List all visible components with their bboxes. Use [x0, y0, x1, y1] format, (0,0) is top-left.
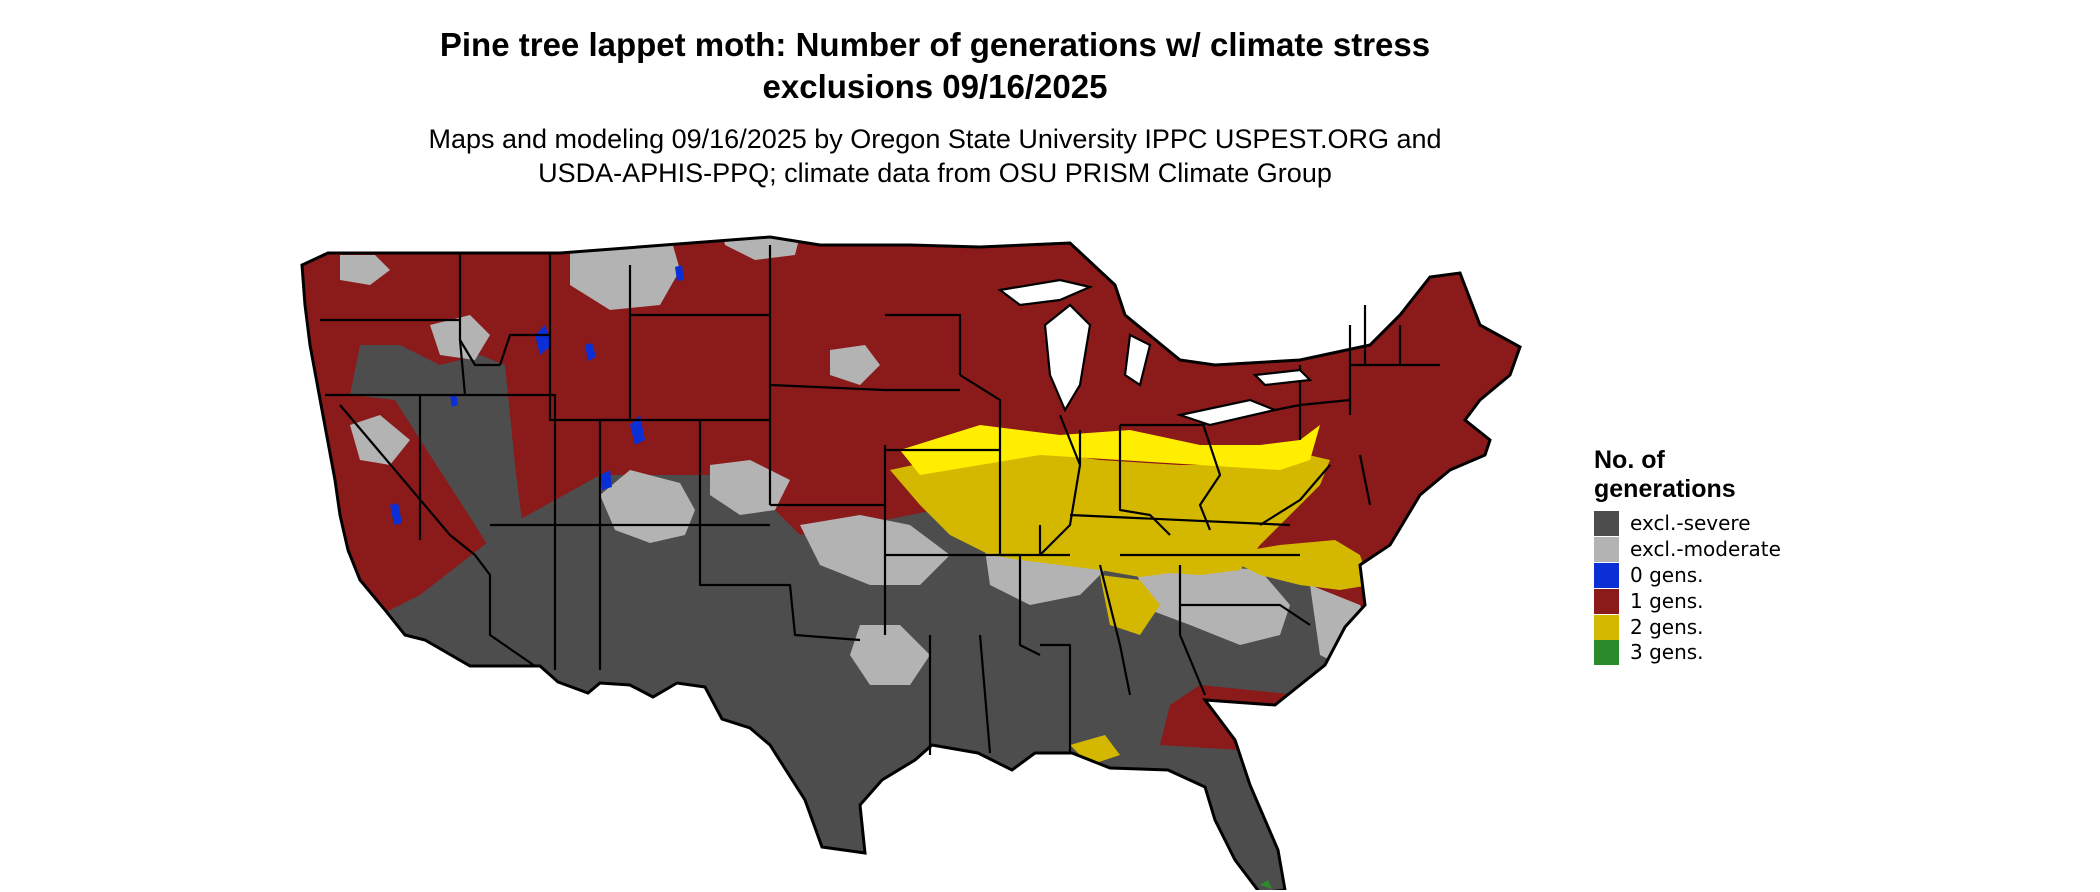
legend-item: excl.-severe	[1594, 511, 1781, 537]
legend-item: 2 gens.	[1594, 614, 1781, 640]
legend-item: excl.-moderate	[1594, 537, 1781, 563]
legend-label: 2 gens.	[1630, 614, 1704, 639]
legend-swatch	[1594, 640, 1619, 666]
legend-swatch	[1594, 511, 1619, 537]
us-generations-map	[300, 235, 1522, 890]
map-legend: No. of generations excl.-severe excl.-mod…	[1594, 446, 1781, 666]
legend-swatch	[1594, 588, 1619, 614]
map-title: Pine tree lappet moth: Number of generat…	[0, 24, 1870, 108]
legend-item: 1 gens.	[1594, 588, 1781, 614]
legend-swatch	[1594, 537, 1619, 563]
legend-label: excl.-severe	[1630, 511, 1751, 536]
legend-item: 3 gens.	[1594, 640, 1781, 666]
map-subtitle-line-1: Maps and modeling 09/16/2025 by Oregon S…	[428, 124, 1442, 154]
legend-swatch	[1594, 614, 1619, 640]
legend-label: 3 gens.	[1630, 640, 1704, 665]
legend-label: 0 gens.	[1630, 562, 1704, 587]
legend-title: No. of generations	[1594, 446, 1736, 503]
legend-items: excl.-severe excl.-moderate 0 gens. 1 gens.…	[1594, 511, 1781, 666]
map-subtitle: Maps and modeling 09/16/2025 by Oregon S…	[0, 122, 1870, 190]
legend-item: 0 gens.	[1594, 562, 1781, 589]
map-subtitle-line-2: USDA-APHIS-PPQ; climate data from OSU PR…	[538, 158, 1332, 188]
legend-label: 1 gens.	[1630, 588, 1704, 613]
legend-label: excl.-moderate	[1630, 537, 1781, 562]
legend-swatch	[1594, 562, 1619, 588]
map-title-line-2: exclusions 09/16/2025	[762, 68, 1108, 105]
map-title-line-1: Pine tree lappet moth: Number of generat…	[439, 26, 1431, 63]
